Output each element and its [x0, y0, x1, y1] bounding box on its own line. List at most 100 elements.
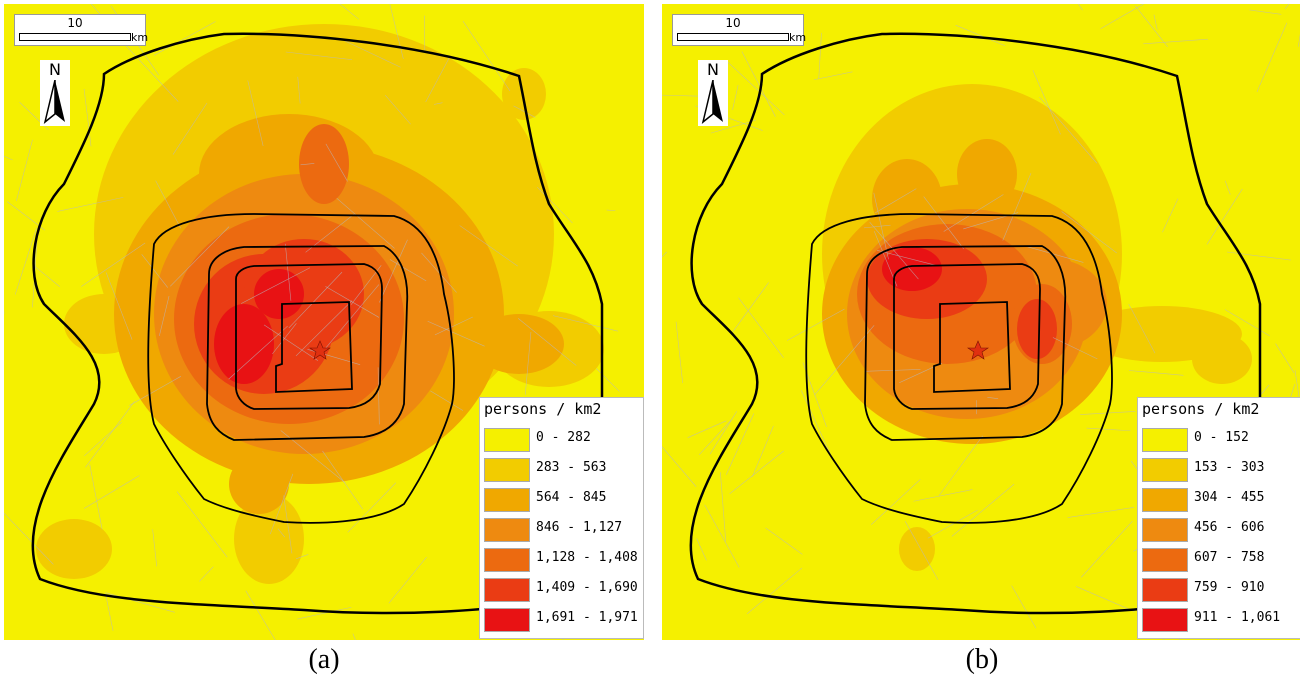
north-label: N	[49, 60, 61, 79]
street	[923, 196, 964, 250]
street	[459, 225, 518, 267]
street	[155, 180, 181, 229]
street	[295, 554, 309, 560]
street	[389, 259, 427, 282]
street	[1134, 5, 1168, 48]
street	[814, 325, 875, 396]
street	[388, 556, 427, 604]
street	[1284, 4, 1290, 9]
street	[698, 419, 732, 455]
legend-swatch	[484, 578, 530, 602]
street	[4, 155, 13, 161]
density-zone	[229, 454, 289, 514]
ring-road	[933, 301, 1011, 393]
north-label: N	[707, 60, 719, 79]
legend-item: 456 - 606	[1138, 514, 1300, 546]
street	[1226, 251, 1291, 261]
street	[283, 495, 293, 554]
street	[272, 323, 297, 355]
street	[336, 197, 395, 249]
density-map-a: 10 km N persons / km2 0 - 282 283 - 563 …	[4, 4, 644, 640]
street	[1249, 9, 1282, 15]
panel-caption-a: (a)	[308, 644, 340, 675]
street	[955, 24, 1006, 47]
density-zone	[899, 527, 935, 571]
legend-label: 846 - 1,127	[536, 520, 623, 535]
street	[1143, 38, 1209, 45]
scale-bar: 10 km	[14, 14, 148, 46]
street	[1052, 337, 1098, 360]
street	[425, 55, 451, 103]
street	[288, 271, 343, 329]
legend-swatch	[1142, 458, 1188, 482]
street	[1002, 173, 1032, 241]
street	[904, 521, 939, 581]
street	[927, 509, 978, 539]
street	[116, 35, 179, 102]
street	[606, 209, 616, 211]
street	[1061, 211, 1117, 254]
street	[552, 315, 619, 332]
north-arrow-icon	[701, 80, 723, 124]
legend-swatch	[1142, 488, 1188, 512]
legend-swatch	[1142, 608, 1188, 632]
density-zone	[1017, 299, 1057, 359]
street	[427, 320, 485, 347]
street	[746, 567, 803, 615]
legend-swatch	[484, 428, 530, 452]
street	[1027, 246, 1084, 263]
legend-label: 0 - 282	[536, 430, 591, 445]
ring-road	[31, 32, 604, 615]
density-map-b: 10 km N persons / km2 0 - 152 153 - 303 …	[662, 4, 1300, 640]
street	[687, 420, 727, 438]
legend-label: 1,691 - 1,971	[536, 610, 638, 625]
street	[285, 51, 352, 60]
street	[172, 102, 208, 155]
street	[943, 194, 1004, 232]
legend-label: 456 - 606	[1194, 520, 1265, 535]
density-zone	[1082, 306, 1242, 362]
ring-road	[275, 301, 353, 393]
city-center-star-icon	[309, 340, 331, 360]
street	[434, 316, 473, 336]
legend-swatch	[1142, 548, 1188, 572]
legend-item: 153 - 303	[1138, 454, 1300, 486]
street	[741, 51, 776, 117]
street	[813, 71, 853, 81]
street	[710, 119, 756, 134]
street	[725, 413, 755, 475]
street	[800, 390, 833, 458]
scale-label: 10	[67, 16, 83, 30]
legend: persons / km2 0 - 152 153 - 303 304 - 45…	[1137, 397, 1300, 639]
scale-bar-graphic	[19, 33, 131, 41]
street	[1153, 14, 1158, 30]
street	[152, 529, 158, 567]
street	[696, 538, 707, 561]
street	[379, 239, 408, 303]
legend-swatch	[1142, 518, 1188, 542]
scale-unit: km	[789, 31, 807, 44]
density-zone	[957, 139, 1017, 209]
street	[85, 401, 135, 468]
ring-road	[864, 245, 1067, 441]
street	[938, 435, 983, 497]
street	[159, 296, 170, 337]
street	[1075, 586, 1135, 612]
density-zone	[36, 519, 112, 579]
street	[1081, 520, 1133, 578]
street	[34, 265, 61, 287]
legend-item: 564 - 845	[480, 484, 643, 516]
legend-swatch	[484, 548, 530, 572]
street	[1256, 22, 1288, 93]
street	[247, 80, 264, 147]
street	[342, 39, 401, 68]
street	[105, 593, 114, 631]
legend-label: 607 - 758	[1194, 550, 1265, 565]
ring-road	[235, 263, 383, 410]
street	[662, 446, 697, 487]
legend-item: 283 - 563	[480, 454, 643, 486]
street	[389, 4, 404, 59]
street	[675, 321, 683, 384]
street	[433, 102, 443, 105]
legend-swatch	[484, 488, 530, 512]
